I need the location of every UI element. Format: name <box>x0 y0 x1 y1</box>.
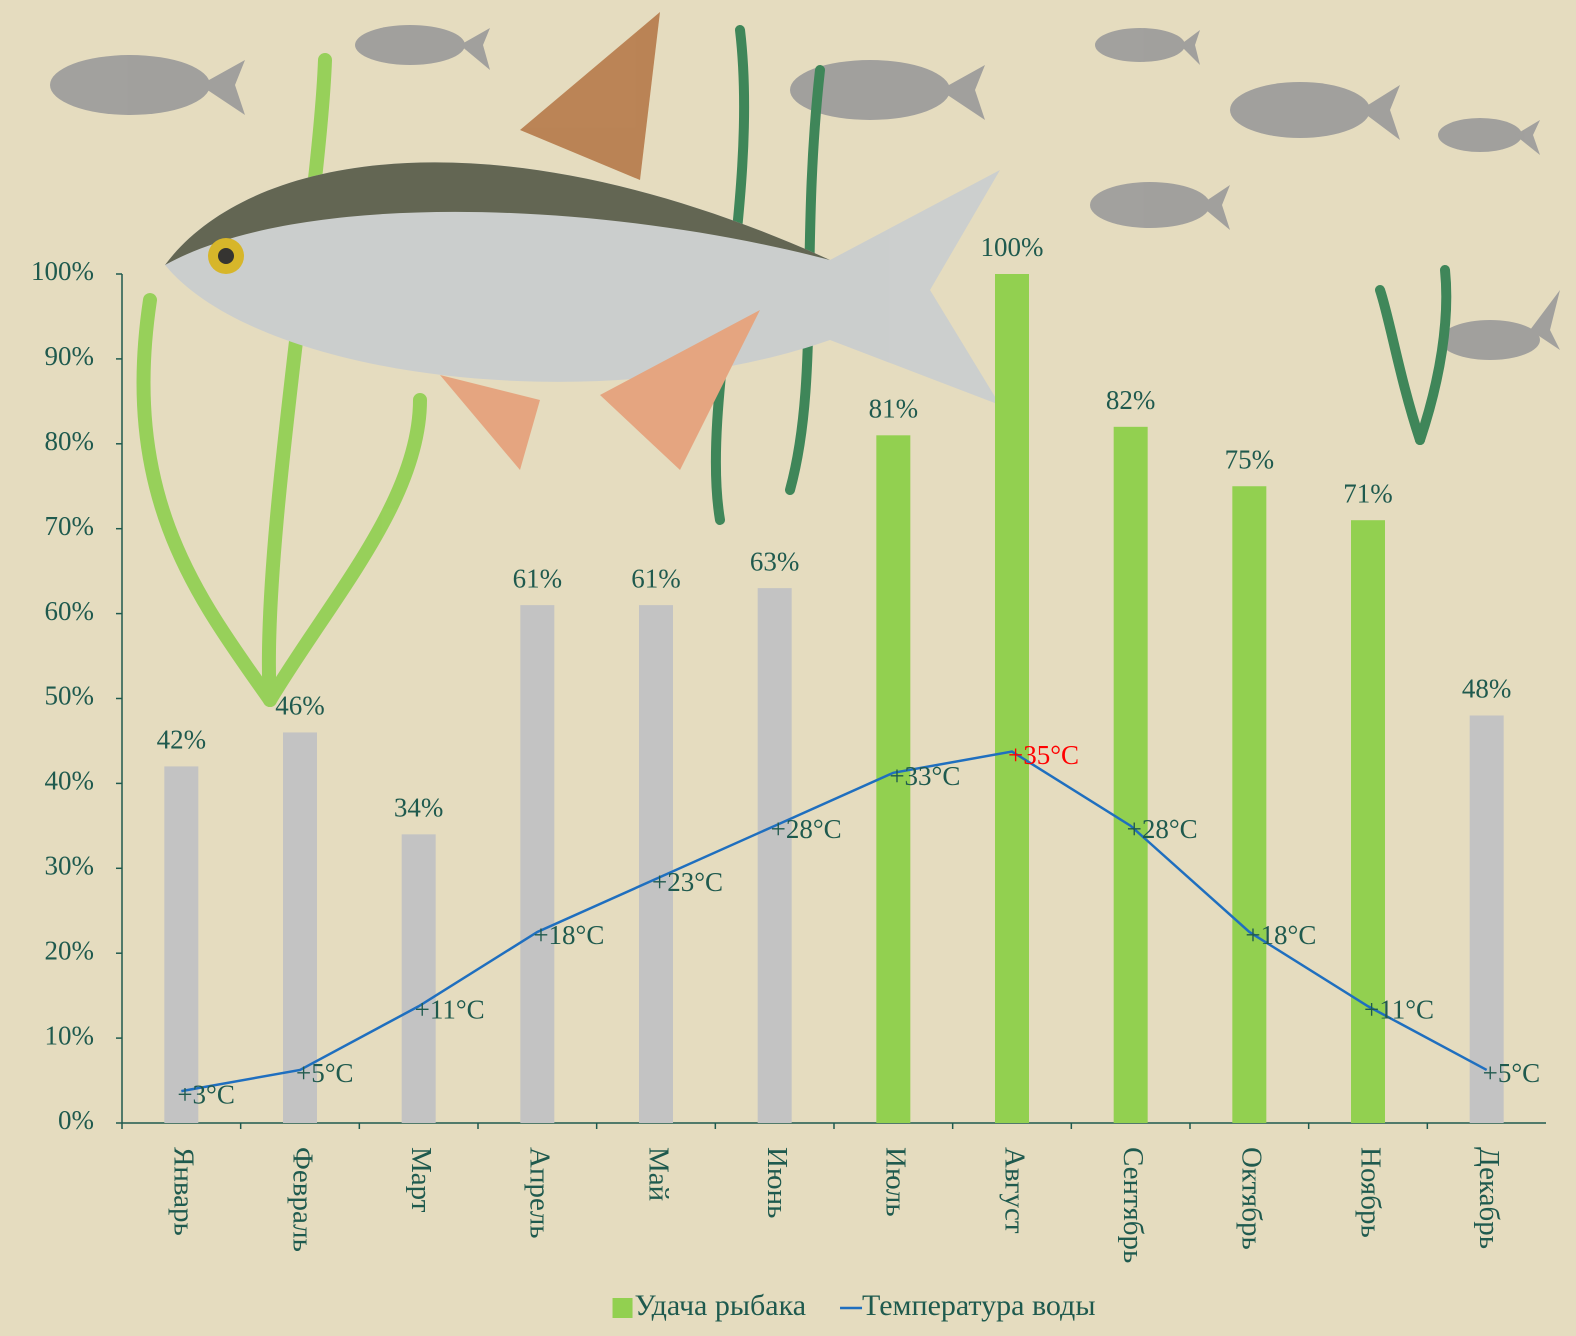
plot-area: 0% 10% 20% 30% 40% 50% 60% 70% 80% 90% 100% Январь Ф… <box>31 232 1546 1322</box>
bar-value-label: 63% <box>750 546 800 576</box>
bar <box>1351 520 1385 1123</box>
line-value-label: +11°C <box>1364 994 1434 1024</box>
y-tick-label: 20% <box>45 935 95 965</box>
bar <box>164 766 199 1123</box>
x-tick-label: Апрель <box>524 1147 556 1239</box>
decoration <box>50 12 1560 707</box>
bar-value-label: 75% <box>1225 444 1275 474</box>
line-value-label: +3°C <box>177 1079 235 1109</box>
legend-label: Удача рыбака <box>635 1289 807 1322</box>
bar-value-label: 71% <box>1343 478 1393 508</box>
bar-value-label: 61% <box>631 563 681 593</box>
bar-value-label: 48% <box>1462 674 1512 704</box>
line-value-label: +28°C <box>771 814 842 844</box>
x-tick-label: Ноябрь <box>1354 1147 1386 1238</box>
bar <box>995 274 1029 1123</box>
bar <box>1232 486 1267 1123</box>
y-tick-label: 50% <box>45 681 95 711</box>
bar <box>639 605 673 1123</box>
bar <box>401 834 436 1123</box>
x-tick-label: Март <box>405 1147 437 1213</box>
line-value-label: +11°C <box>415 994 485 1024</box>
line-value-label: +35°C <box>1008 740 1079 770</box>
y-tick-label: 40% <box>45 766 95 796</box>
y-tick-label: 60% <box>45 596 95 626</box>
x-tick-label: Июль <box>880 1147 912 1217</box>
line-value-label: +5°C <box>296 1058 354 1088</box>
y-tick-label: 70% <box>45 511 95 541</box>
bar-value-label: 46% <box>275 691 325 721</box>
line-value-label: +5°C <box>1483 1058 1541 1088</box>
line-value-label: +28°C <box>1127 814 1198 844</box>
y-tick-label: 10% <box>45 1020 95 1050</box>
bar <box>1469 715 1504 1123</box>
bar-value-label: 42% <box>157 725 207 755</box>
bar <box>520 605 555 1123</box>
x-tick-label: Октябрь <box>1236 1147 1268 1250</box>
y-tick-label: 30% <box>45 851 95 881</box>
line-value-label: +18°C <box>533 920 604 950</box>
legend-label: Температура воды <box>862 1289 1095 1322</box>
y-tick-label: 100% <box>31 256 94 286</box>
line-value-label: +33°C <box>889 761 960 791</box>
line-value-label: +23°C <box>652 867 723 897</box>
line-value-label: +18°C <box>1245 920 1316 950</box>
line <box>181 750 1488 1093</box>
x-tick-label: Июнь <box>761 1147 793 1218</box>
x-tick-label: Сентябрь <box>1117 1147 1149 1263</box>
bar <box>1113 426 1148 1123</box>
bar-value-label: 34% <box>394 793 444 823</box>
bar-value-label: 100% <box>981 232 1044 262</box>
legend-swatch <box>612 1298 633 1318</box>
x-tick-label: Февраль <box>286 1147 318 1252</box>
x-tick-label: Январь <box>168 1147 200 1236</box>
bar <box>283 732 317 1123</box>
x-tick-label: Август <box>998 1147 1030 1234</box>
bar-value-label: 82% <box>1106 385 1156 415</box>
x-tick-label: Декабрь <box>1473 1147 1505 1249</box>
y-tick-label: 90% <box>45 341 95 371</box>
legend: Удача рыбака Температура воды <box>612 1289 1095 1322</box>
bar-value-label: 61% <box>513 563 563 593</box>
bar-value-label: 81% <box>869 394 919 424</box>
bar <box>757 588 792 1123</box>
x-tick-label: Май <box>642 1147 674 1201</box>
y-tick-label: 80% <box>45 426 95 456</box>
y-tick-label: 0% <box>58 1105 94 1135</box>
